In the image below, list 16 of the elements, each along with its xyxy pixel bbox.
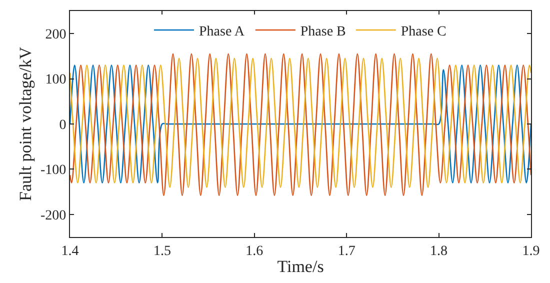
x-tick-label: 1.9 [522,244,540,259]
y-tick-label: 0 [59,118,66,133]
y-tick-label: 100 [45,72,66,88]
x-axis-title: Time/s [277,257,324,276]
x-tick-label: 1.7 [338,244,356,259]
y-tick-label: -100 [40,163,66,178]
x-tick-label: 1.8 [430,244,448,259]
y-tick-label: 200 [45,28,66,42]
x-tick-label: 1.6 [246,244,264,259]
legend-label: Phase B [300,24,346,40]
x-tick-label: 1.4 [61,244,79,259]
legend-label: Phase C [400,24,446,40]
x-tick-label: 1.5 [153,244,171,259]
legend-label: Phase A [199,24,246,40]
y-axis-title: Fault point voltage/kV [16,46,36,201]
y-tick-label: -200 [40,208,66,224]
